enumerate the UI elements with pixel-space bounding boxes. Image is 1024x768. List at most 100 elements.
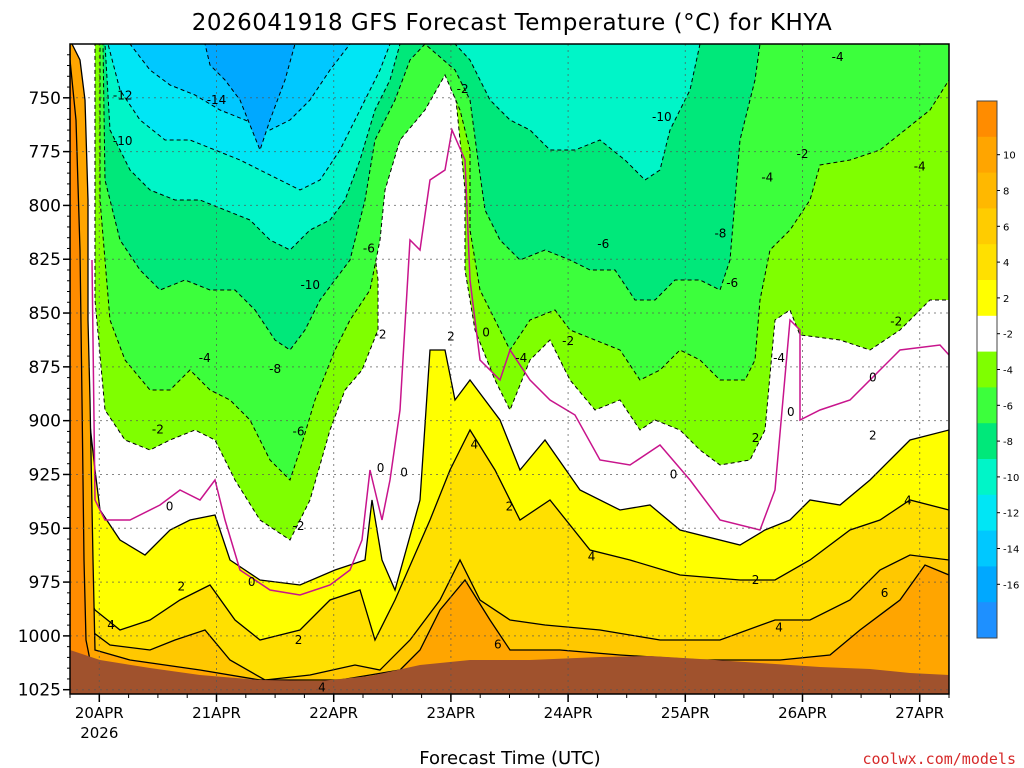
contour-label: -4 [832,50,844,64]
contour-label: -8 [269,362,281,376]
contour-label: 4 [904,493,912,507]
region-warm-2to4 [70,428,949,694]
colorbar-label: 10 [1003,151,1016,162]
contour-label: -10 [652,110,672,124]
contour-label: 2 [295,633,303,647]
contour-label: 0 [869,371,877,385]
x-axis: 20APR 21APR 22APR 23APR 24APR 25APR 26APR 27APR… [69,694,950,742]
colorbar-label: 4 [1003,258,1009,269]
contour-label: 0 [248,575,256,589]
y-tick-label: 800 [29,196,61,216]
chart-title: 2026041918 GFS Forecast Temperature (°C)… [192,10,832,36]
region-warm-4to6 [70,554,949,694]
contour-label: -2 [562,334,574,348]
x-tick-label: 27APR [895,704,944,722]
contour-label: 4 [318,681,326,695]
contour-label: 0 [670,467,678,481]
colorbar-label: -4 [1003,366,1013,377]
colorbar-label: -16 [1003,580,1019,591]
colorbar-swatch [977,566,997,603]
region-cold-minus14to-16 [204,44,296,152]
colorbar-swatch [977,351,997,388]
colorbar-label: -10 [1003,473,1019,484]
contour-label: 0 [377,461,385,475]
y-tick-label: 1000 [18,627,61,647]
colorbar-swatch [977,602,997,639]
colorbar-swatch [977,244,997,281]
grid [70,44,949,694]
colorbar-swatch [977,136,997,174]
y-tick-label: 900 [29,412,61,432]
contour-label: 4 [775,620,783,634]
colorbar-swatch [977,172,997,209]
contour-label: 6 [494,637,502,651]
contour-label: -2 [293,519,305,533]
colorbar-swatch [977,315,997,353]
contour-label: -2 [375,328,387,342]
contour-label: 4 [471,437,479,451]
contour-label: 0 [400,465,408,479]
colorbar-swatch [977,530,997,567]
colorbar-label: -12 [1003,509,1019,520]
contour-label: 0 [482,325,490,339]
y-tick-label: 850 [29,304,61,324]
contour-label: 2 [506,500,514,514]
x-tick-label: 25APR [661,704,710,722]
contour-label: -4 [914,160,926,174]
contour-label: -2 [890,315,902,329]
contour-label: -12 [113,89,133,103]
contour-label: 6 [881,586,889,600]
contour-label: -2 [797,147,809,161]
contour-label: -6 [597,237,609,251]
colorbar-swatch [977,208,997,245]
credit-text: coolwx.com/models [862,750,1016,768]
contour-label: 4 [107,618,115,632]
x-tick-label: 20APR [75,704,124,722]
colorbar-swatch [977,280,997,317]
contour-label: -4 [761,170,773,184]
region-warm-6to8 [70,44,949,694]
colorbar-label: -14 [1003,545,1019,556]
contour-label: -6 [293,424,305,438]
contour-label: 2 [447,330,455,344]
contour-label: -2 [152,422,164,436]
y-tick-label: 975 [29,573,61,593]
contour-label: -4 [199,351,211,365]
colorbar-label: -6 [1003,401,1013,412]
y-axis: 750 775 800 825 850 875 900 925 950 975 1000 1025 [18,54,70,701]
contour-label: 2 [752,573,760,587]
contour-label: -4 [773,351,785,365]
x-axis-title: Forecast Time (UTC) [419,748,600,768]
y-tick-label: 825 [29,250,61,270]
contour-label: -14 [207,93,227,107]
contour-label: -6 [726,276,738,290]
colorbar-swatch [977,101,997,138]
colorbar-swatch [977,387,997,424]
y-tick-label: 950 [29,519,61,539]
contour-label: -8 [714,226,726,240]
y-tick-label: 925 [29,465,61,485]
zero-isotherm [91,127,949,596]
contour-label: -2 [457,82,469,96]
contour-label: 2 [869,429,877,443]
contour-label: -10 [300,278,320,292]
contour-labels: -14 -12 -10 -10 -10 -8 -8 -6 -6 -6 -6 -4 -4 -4 -4 -4 -4 -… [107,50,926,695]
colorbar: 10 8 6 4 2 -2 -4 -6 -8 -10 -12 -14 -16 [976,100,1019,639]
y-tick-label: 775 [29,143,61,163]
colorbar-label: 6 [1003,222,1009,233]
plot-area: -14 -12 -10 -10 -10 -8 -8 -6 -6 -6 -6 -4 -4 -4 -4 -4 -4 -… [70,44,949,695]
contour-label: -6 [363,241,375,255]
colorbar-label: -8 [1003,437,1013,448]
colorbar-swatch [977,423,997,460]
x-tick-label: 26APR [778,704,827,722]
contour-label: 0 [787,405,795,419]
terrain-ground [70,650,949,694]
x-tick-label: 22APR [309,704,358,722]
contour-label: 4 [588,549,596,563]
y-tick-label: 1025 [18,681,61,701]
colorbar-label: 2 [1003,294,1009,305]
contour-label: 2 [752,431,760,445]
y-tick-label: 750 [29,89,61,109]
colorbar-label: 8 [1003,187,1009,198]
contour-label: 2 [178,579,186,593]
